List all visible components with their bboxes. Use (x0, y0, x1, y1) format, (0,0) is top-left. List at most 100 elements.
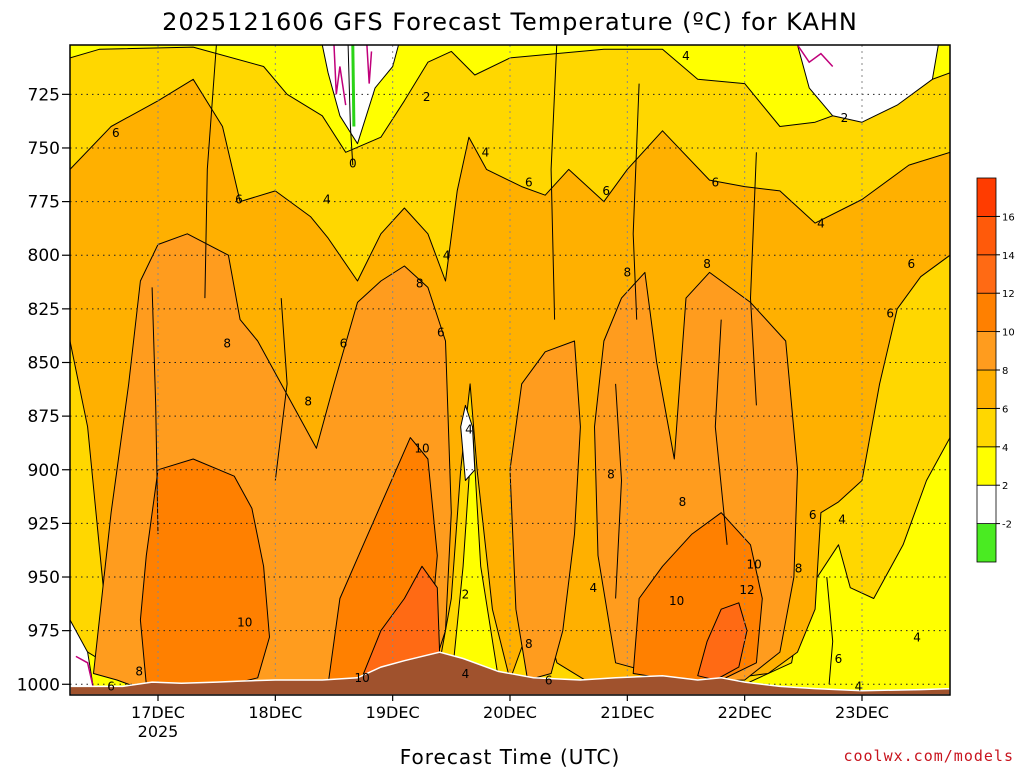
contour-line (151, 287, 159, 535)
contour-label: 8 (703, 257, 711, 271)
colorbar-label: 10 (1002, 328, 1015, 339)
contour-label: 6 (107, 680, 115, 694)
y-tick-label: 850 (28, 353, 60, 373)
contour-line (550, 45, 558, 320)
contour-lines (75, 45, 834, 689)
contour-label: 6 (907, 257, 915, 271)
y-tick-label: 825 (28, 300, 60, 320)
contour-label: 10 (355, 671, 370, 685)
contour-label: 4 (462, 667, 470, 681)
contour-label: 4 (913, 630, 921, 644)
contour-line (615, 383, 623, 599)
contour-label: 4 (589, 581, 597, 595)
x-tick-label: 21DEC (600, 703, 654, 722)
contour-label: 8 (607, 467, 615, 481)
x-tick-sublabel: 2025 (138, 722, 179, 741)
contour-label: 10 (746, 557, 761, 571)
y-tick-label: 925 (28, 514, 60, 534)
x-tick-label: 17DEC (131, 703, 185, 722)
y-tick-label: 750 (28, 139, 60, 159)
contour-line (347, 45, 354, 166)
contour-label: 4 (682, 49, 690, 63)
freezing-line (75, 655, 95, 689)
contour-label: 2 (423, 90, 431, 104)
field-band-10-12-a (139, 458, 270, 692)
x-axis-label: Forecast Time (UTC) (400, 745, 621, 768)
contour-label: 2 (841, 111, 849, 125)
colorbar-swatch (976, 331, 997, 371)
x-tick-label: 19DEC (366, 703, 420, 722)
contour-label: 2 (462, 588, 470, 602)
contour-label: 6 (602, 184, 610, 198)
contour-line (826, 576, 834, 685)
colorbar-label: 16 (1002, 212, 1015, 223)
contour-line (714, 319, 728, 545)
colorbar-label: 8 (1002, 366, 1008, 377)
contour-line (749, 152, 757, 406)
colorbar-label: 2 (1002, 481, 1008, 492)
contour-label: 10 (414, 442, 429, 456)
contour-label: 8 (304, 394, 312, 408)
contour-label: 8 (525, 637, 533, 651)
chart-title: 2025121606 GFS Forecast Temperature (ºC)… (162, 8, 858, 36)
field-cold-pocket-top (321, 45, 399, 145)
contour-label: 8 (795, 562, 803, 576)
contour-label: 4 (855, 680, 863, 694)
field-cold-pocket-mid (460, 404, 476, 481)
y-tick-label: 875 (28, 407, 60, 427)
contour-label: 8 (223, 337, 231, 351)
x-tick-label: 23DEC (835, 703, 889, 722)
contour-line (274, 298, 288, 481)
x-tick-label: 22DEC (718, 703, 772, 722)
y-axis: 725 750 775 800 825 850 875 900 925 950 975 1000 (17, 85, 70, 695)
x-tick-label: 18DEC (248, 703, 302, 722)
contour-line (204, 45, 217, 299)
colorbar-swatch (976, 215, 997, 256)
field-cold-pocket-top-right (797, 45, 939, 123)
freezing-line (796, 45, 834, 68)
colorbar-swatch (976, 484, 997, 525)
y-tick-label: 800 (28, 246, 60, 266)
colorbar-label: 12 (1002, 289, 1015, 300)
subzero-sliver (351, 45, 356, 127)
contour-label: 10 (237, 615, 252, 629)
contour-label: 6 (835, 652, 843, 666)
terrain-surface (69, 651, 951, 696)
colorbar-swatch (976, 407, 997, 448)
contour-label: 8 (416, 276, 424, 290)
freezing-line (366, 45, 373, 84)
contour-label: 6 (525, 176, 533, 190)
contour-label: 4 (482, 146, 490, 160)
contour-label: 6 (340, 337, 348, 351)
contour-label: 6 (809, 508, 817, 522)
y-tick-label: 950 (28, 568, 60, 588)
y-tick-label: 725 (28, 85, 60, 105)
x-tick-label: 20DEC (483, 703, 537, 722)
contour-label: 4 (838, 512, 846, 526)
colorbar-swatch (976, 369, 997, 409)
contour-line (632, 83, 640, 320)
colorbar: -2 2 4 6 8 10 12 14 16 (976, 177, 1015, 563)
field-band-8-10-mid (509, 340, 581, 681)
grid-lines (70, 45, 950, 695)
freezing-line (333, 45, 347, 106)
contour-label: 6 (112, 126, 120, 140)
contour-label: 8 (679, 495, 687, 509)
contour-label: 8 (135, 665, 143, 679)
colorbar-swatch (976, 523, 997, 563)
contour-label: 0 (349, 156, 357, 170)
colorbar-label: 14 (1002, 251, 1015, 262)
y-tick-label: 975 (28, 622, 60, 642)
colorbar-label: 4 (1002, 443, 1008, 454)
credit-text: coolwx.com/models (843, 747, 1014, 765)
contour-label: 6 (886, 306, 894, 320)
colorbar-label: -2 (1002, 520, 1012, 531)
contour-label: 6 (235, 193, 243, 207)
contour-label: 6 (545, 673, 553, 687)
contour-label: 12 (739, 583, 754, 597)
colorbar-label: 6 (1002, 404, 1008, 415)
